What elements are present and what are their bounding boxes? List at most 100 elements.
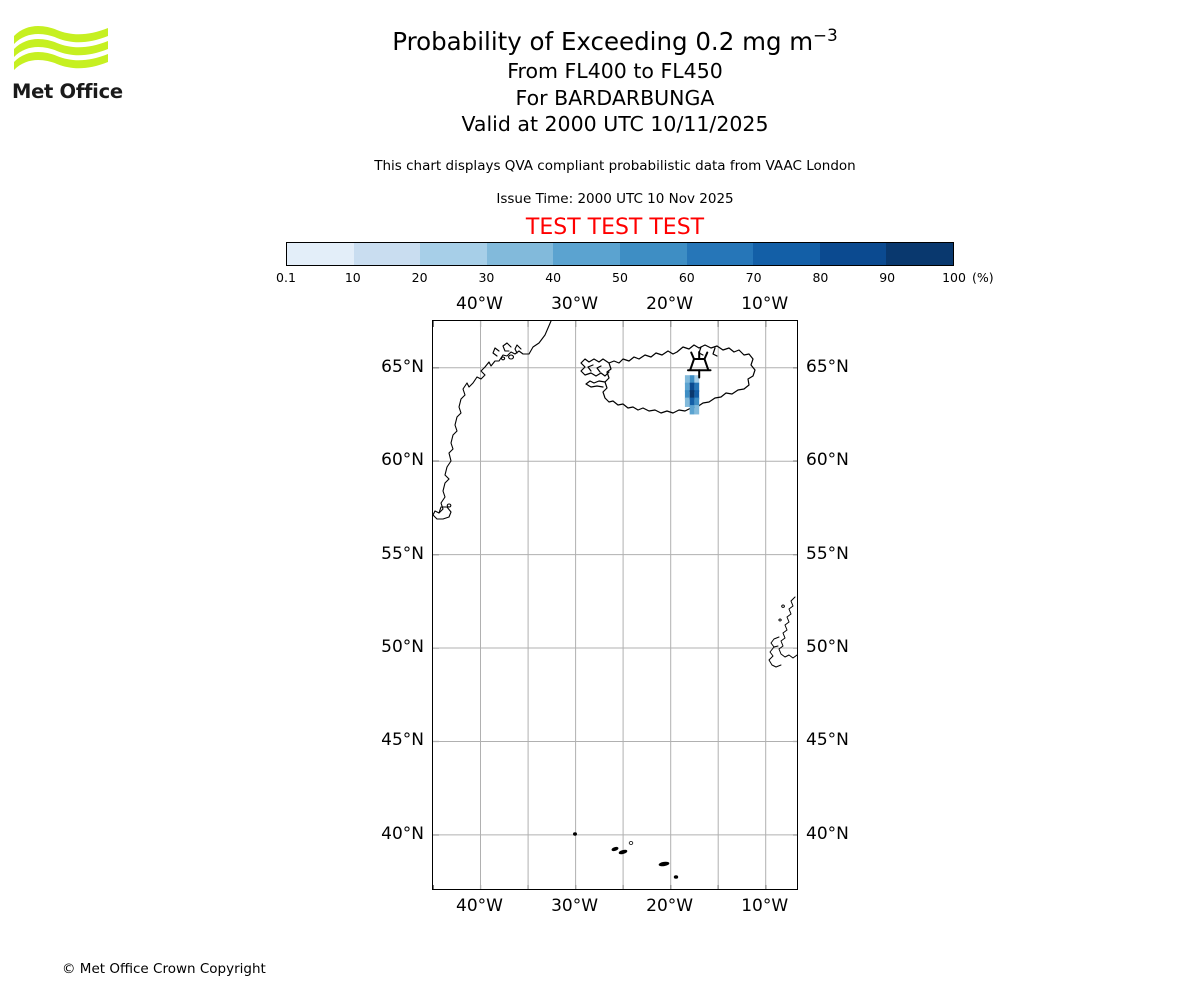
colorbar-swatches: [286, 242, 954, 266]
plume-cell: [689, 382, 695, 393]
map-gridlines: [433, 321, 797, 889]
coastline-azores: [572, 832, 679, 879]
met-office-waves-logo-icon: [14, 26, 108, 70]
plume-cell: [694, 397, 700, 407]
lon-label-bottom-10W: 10°W: [741, 896, 789, 916]
azores-pico: [618, 849, 628, 855]
azores-santa-maria: [673, 875, 679, 879]
colorbar-tick-labels: 0.1 10 20 30 40 50 60 70 80 90 100: [276, 270, 966, 288]
colorbar-swatch-7: [753, 243, 820, 265]
greenland-island-2: [500, 356, 506, 361]
lat-label-right-45N: 45°N: [806, 730, 849, 751]
volcano-eruption-right: [703, 351, 709, 360]
chart-title-block: Probability of Exceeding 0.2 mg m−3 From…: [150, 26, 1080, 138]
lon-label-bottom-30W: 30°W: [551, 896, 599, 916]
lat-label-left-55N: 55°N: [381, 543, 424, 564]
lat-label-left-45N: 45°N: [381, 730, 424, 751]
subtitle-valid-time: Valid at 2000 UTC 10/11/2025: [461, 112, 769, 136]
colorbar-tick-80: 80: [812, 270, 829, 285]
greenland-south-islet: [446, 503, 452, 508]
hebrides-islet-1: [781, 604, 785, 608]
colorbar-tick-100: 100: [942, 270, 966, 285]
page-title-text: Probability of Exceeding 0.2 mg m: [392, 27, 814, 56]
lon-label-top-20W: 20°W: [646, 294, 694, 314]
plume-cell: [694, 390, 700, 400]
azores-sao-miguel: [658, 861, 670, 867]
ireland-north-coast: [770, 636, 780, 648]
lon-label-top-30W: 30°W: [551, 294, 599, 314]
lat-label-left-40N: 40°N: [381, 823, 424, 844]
issue-time-label: Issue Time: 2000 UTC 10 Nov 2025: [496, 191, 734, 207]
iceland-outline: [602, 344, 756, 414]
lat-label-right-40N: 40°N: [806, 823, 849, 844]
lon-label-top-40W: 40°W: [456, 294, 504, 314]
lon-label-bottom-40W: 40°W: [456, 896, 504, 916]
westfjords-detail: [580, 358, 610, 377]
colorbar-tick-50: 50: [612, 270, 628, 285]
azores-graciosa: [628, 841, 634, 845]
ireland-west-coast: [768, 646, 782, 668]
subtitle-volcano: For BARDARBUNGA: [515, 85, 715, 110]
colorbar-tick-90: 90: [879, 270, 896, 285]
greenland-fjord-detail-1: [514, 344, 522, 354]
colorbar-tick-0.1: 0.1: [276, 270, 296, 285]
plume-cell: [694, 375, 700, 385]
greenland-island-1: [508, 354, 514, 360]
lon-label-top-10W: 10°W: [741, 294, 789, 314]
colorbar-tick-70: 70: [745, 270, 762, 285]
plume-cell: [684, 375, 690, 385]
colorbar-swatch-2: [420, 243, 487, 265]
coastline-greenland: [433, 321, 552, 520]
met-office-logo: Met Office: [12, 22, 142, 117]
colorbar: [286, 242, 954, 266]
westfjords-inlet-1: [587, 364, 594, 372]
colorbar-swatch-1: [353, 243, 421, 265]
lat-label-right-55N: 55°N: [806, 543, 849, 564]
lat-label-left-50N: 50°N: [381, 637, 424, 658]
logo-wave-1: [14, 26, 108, 44]
map-frame[interactable]: [432, 320, 798, 890]
volcano-cone: [689, 358, 710, 371]
greenland-fjord-detail-3: [492, 347, 500, 357]
azores-faial: [611, 846, 619, 852]
colorbar-swatch-0: [287, 243, 354, 265]
axis-ticks: [433, 321, 797, 889]
colorbar-tick-10: 10: [344, 270, 361, 285]
colorbar-tick-20: 20: [411, 270, 428, 285]
logo-wave-3: [14, 52, 108, 70]
azores-flores: [572, 832, 577, 836]
map-canvas: [433, 321, 797, 889]
plume-cell: [684, 390, 690, 400]
greenland-fjord-detail-2: [502, 342, 512, 352]
lat-label-left-65N: 65°N: [381, 356, 424, 377]
colorbar-tick-40: 40: [545, 270, 562, 285]
iceland-snaefellsnes: [585, 380, 606, 388]
westfjords-inlet-2: [596, 365, 602, 373]
volcano-eruption-left: [690, 351, 695, 360]
colorbar-swatch-4: [553, 243, 620, 265]
greenland-east-coast: [438, 321, 552, 514]
coastline-iceland: [580, 344, 756, 414]
map-panel: 40°W 30°W 20°W 10°W 40°W 30°W 20°W 10°W 65°N 60…: [381, 294, 849, 916]
plume-cell: [694, 405, 700, 415]
colorbar-tick-60: 60: [678, 270, 695, 285]
cape-farewell: [433, 506, 452, 520]
lat-label-right-60N: 60°N: [806, 450, 849, 471]
plume-cell: [689, 375, 695, 385]
copyright-notice: © Met Office Crown Copyright: [62, 961, 266, 977]
colorbar-swatch-3: [486, 243, 554, 265]
lat-label-left-60N: 60°N: [381, 450, 424, 471]
hebrides-islet-2: [778, 618, 782, 622]
volcano-icon[interactable]: [687, 351, 712, 379]
colorbar-units-label: (%): [972, 270, 994, 285]
met-office-wordmark: Met Office: [12, 80, 123, 103]
qva-compliance-note: This chart displays QVA compliant probab…: [374, 158, 856, 174]
ash-probability-plume: [684, 375, 700, 415]
subtitle-flight-level: From FL400 to FL450: [507, 59, 723, 83]
lat-label-right-50N: 50°N: [806, 637, 849, 658]
plume-cell: [694, 382, 700, 393]
logo-wave-group: [14, 26, 108, 70]
coastline-ireland-uk: [768, 596, 797, 668]
page-title: Probability of Exceeding 0.2 mg m−3: [150, 26, 1080, 58]
colorbar-swatch-6: [686, 243, 754, 265]
